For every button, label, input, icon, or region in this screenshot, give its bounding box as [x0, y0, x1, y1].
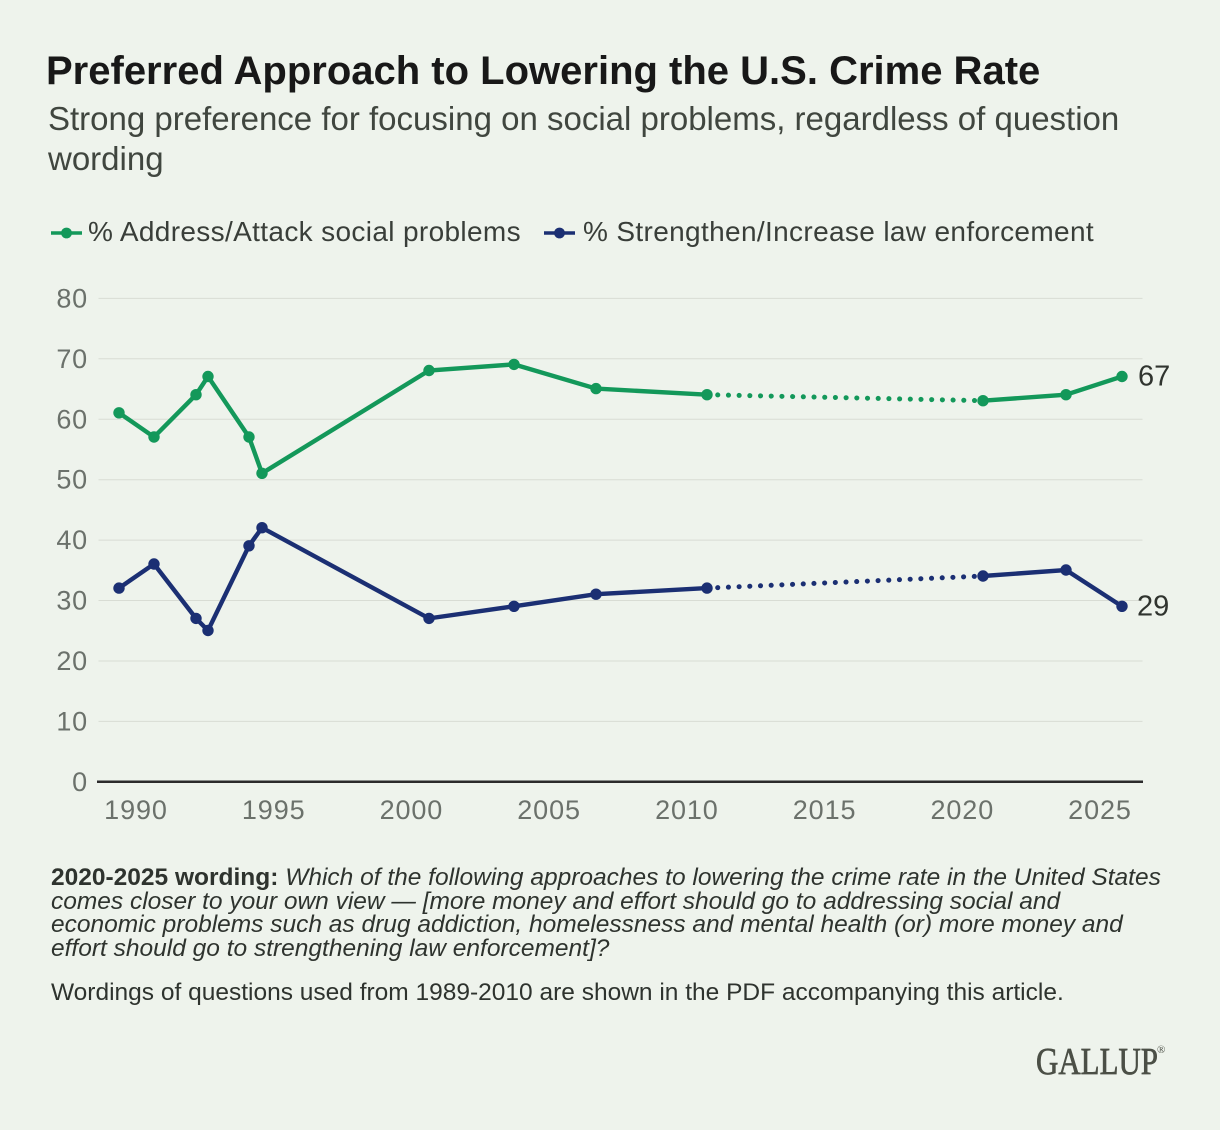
- svg-text:2005: 2005: [517, 795, 581, 825]
- svg-text:GALLUP: GALLUP: [1036, 1042, 1158, 1083]
- svg-text:60: 60: [56, 404, 88, 434]
- svg-text:20: 20: [56, 646, 88, 676]
- svg-text:1990: 1990: [104, 795, 168, 825]
- svg-text:40: 40: [56, 525, 88, 555]
- svg-text:0: 0: [72, 767, 88, 797]
- svg-text:70: 70: [56, 344, 88, 374]
- svg-text:2025: 2025: [1068, 795, 1132, 825]
- svg-text:2010: 2010: [655, 795, 719, 825]
- svg-text:1995: 1995: [242, 795, 306, 825]
- svg-text:50: 50: [56, 465, 88, 495]
- svg-text:2000: 2000: [380, 795, 444, 825]
- svg-text:®: ®: [1157, 1044, 1165, 1056]
- svg-text:2015: 2015: [793, 795, 857, 825]
- svg-text:10: 10: [56, 706, 88, 736]
- svg-text:29: 29: [1137, 591, 1169, 623]
- svg-text:80: 80: [56, 283, 88, 313]
- svg-text:67: 67: [1138, 361, 1170, 393]
- svg-text:30: 30: [56, 586, 88, 616]
- svg-text:2020: 2020: [930, 795, 994, 825]
